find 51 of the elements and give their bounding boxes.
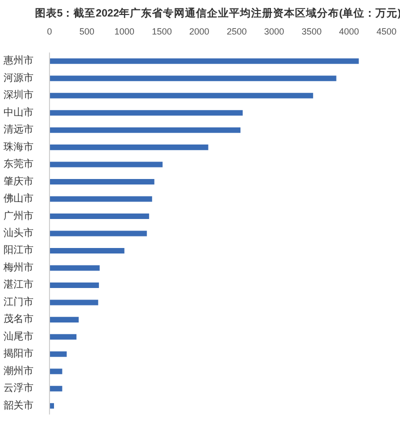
y-tick-label: 江门市 [4, 296, 34, 308]
y-tick-label: 佛山市 [4, 192, 34, 205]
x-tick-label: 2000 [189, 26, 210, 36]
y-tick-label: 汕尾市 [4, 330, 34, 342]
y-tick-label: 深圳市 [4, 89, 34, 102]
y-tick-label: 东莞市 [4, 158, 34, 170]
bar [50, 196, 152, 202]
bar [50, 144, 208, 150]
bar [50, 230, 147, 236]
y-tick-label: 惠州市 [2, 54, 34, 67]
y-tick-label: 中山市 [4, 106, 34, 118]
y-tick-label: 肇庆市 [4, 175, 34, 188]
bar [50, 92, 314, 98]
y-tick-label: 潮州市 [4, 364, 34, 377]
bar [50, 300, 98, 306]
bar [50, 368, 62, 374]
bar [50, 58, 359, 64]
y-tick-label: 梅州市 [2, 261, 34, 274]
y-tick-label: 汕头市 [4, 227, 34, 239]
bar [50, 282, 99, 288]
y-tick-label: 云浮市 [4, 382, 34, 394]
x-tick-label: 4000 [339, 26, 360, 36]
y-tick-label: 韶关市 [4, 399, 34, 412]
bar [50, 214, 150, 220]
bar [50, 265, 100, 271]
bar [50, 179, 154, 185]
x-tick-label: 3500 [302, 26, 322, 36]
y-tick-label: 湛江市 [4, 278, 34, 291]
bar [50, 316, 79, 322]
y-tick-label: 珠海市 [4, 140, 34, 153]
x-tick-label: 2500 [226, 26, 247, 36]
y-tick-label: 河源市 [4, 72, 34, 84]
x-tick-label: 0 [46, 26, 52, 36]
x-tick-label: 500 [79, 26, 94, 36]
y-tick-label: 广州市 [4, 210, 34, 222]
bar [50, 248, 124, 254]
bar [50, 351, 67, 357]
x-tick-label: 1500 [152, 26, 172, 36]
bar [50, 334, 76, 340]
bar [50, 127, 240, 133]
bar [50, 386, 62, 392]
y-tick-label: 清远市 [4, 124, 34, 136]
x-tick-label: 1000 [114, 26, 134, 36]
bar [50, 110, 243, 116]
x-tick-label: 3000 [264, 26, 284, 36]
bar [50, 76, 336, 82]
y-tick-label: 阳江市 [4, 244, 34, 256]
y-tick-label: 茂名市 [4, 313, 34, 326]
bar [50, 162, 163, 168]
x-tick-label: 4500 [376, 26, 397, 36]
y-tick-label: 揭阳市 [4, 348, 34, 360]
